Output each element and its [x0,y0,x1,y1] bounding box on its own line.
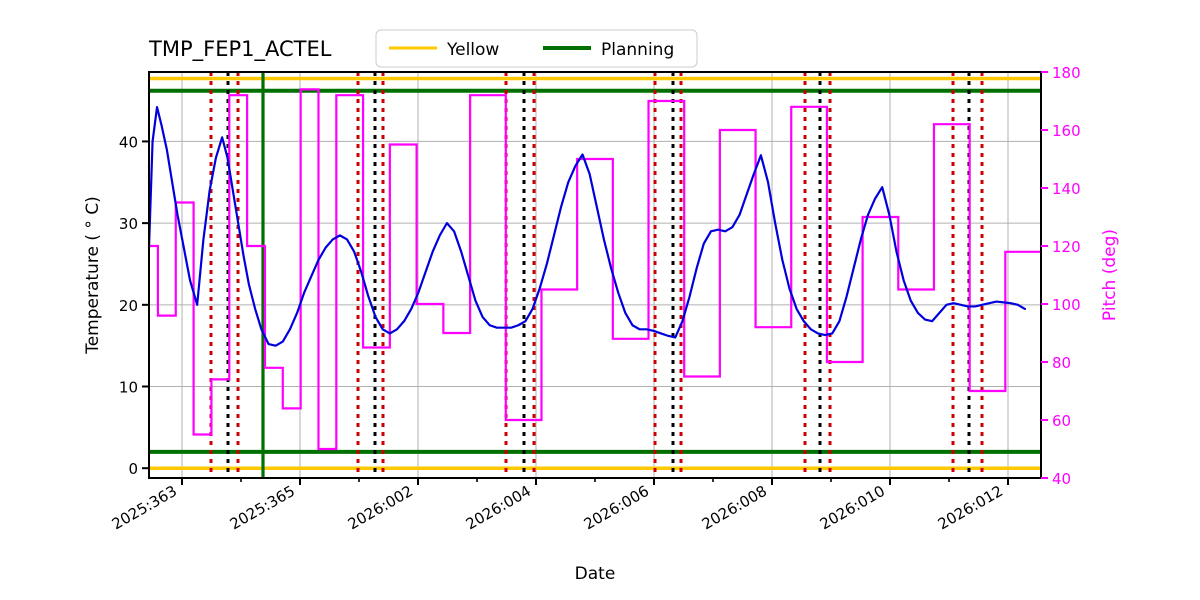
limit-lines [149,76,1041,470]
pitch-series-line [149,88,1041,451]
y-tick-label: 0 [128,460,138,478]
y-tick-label-right: 80 [1052,354,1071,372]
y-axis-left-label: Temperature ( ° C) [83,196,103,355]
plot-area-background [149,72,1041,478]
legend-label-yellow: Yellow [446,40,499,60]
y-tick-label-right: 40 [1052,470,1071,488]
y-tick-label: 20 [119,297,138,315]
legend-label-planning: Planning [601,40,674,60]
y-tick-label: 40 [119,133,138,151]
data-series-group [147,88,1041,451]
chart-title: TMP_FEP1_ACTEL [148,37,332,62]
y-tick-label: 10 [119,379,138,397]
temperature-series-line [147,106,1027,347]
legend[interactable]: Yellow Planning [375,29,698,68]
y-axis-right-ticks: 40 60 80 100 120 140 160 180 [1041,64,1081,488]
y-tick-label-right: 160 [1052,122,1081,140]
x-axis-label: Date [575,564,616,584]
y-tick-label-right: 140 [1052,180,1081,198]
y-tick-label-right: 60 [1052,412,1071,430]
legend-background [375,29,698,68]
gridlines [149,72,1041,478]
y-axis-left-ticks: 0 10 20 30 40 [119,133,149,478]
y-tick-label-right: 120 [1052,238,1081,256]
y-tick-label: 30 [119,215,138,233]
y-axis-right-label: Pitch (deg) [1100,229,1120,321]
y-tick-label-right: 100 [1052,296,1081,314]
vertical-marker-lines [209,72,984,478]
y-tick-label-right: 180 [1052,64,1081,82]
